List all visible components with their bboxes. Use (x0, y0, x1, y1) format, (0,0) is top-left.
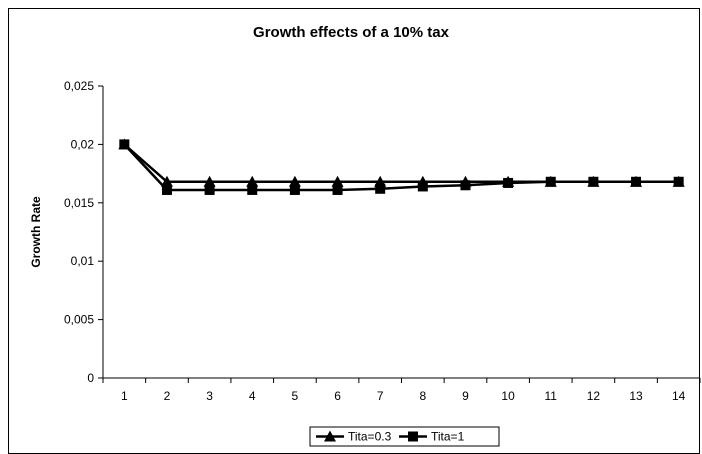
triangle-marker (203, 175, 216, 187)
x-tick-label: 2 (164, 389, 171, 403)
square-marker (375, 183, 386, 194)
square-marker (503, 177, 514, 188)
y-tick-label: 0,025 (64, 79, 94, 93)
square-marker (545, 176, 556, 187)
square-marker (289, 184, 300, 195)
triangle-marker (160, 175, 173, 187)
chart-title: Growth effects of a 10% tax (253, 24, 449, 41)
legend-label: Tita=0.3 (348, 430, 392, 444)
series-line (123, 143, 679, 184)
square-marker (673, 176, 684, 187)
square-marker (204, 184, 215, 195)
legend: Tita=0.3 Tita=1 (309, 426, 500, 447)
series-layer (118, 138, 685, 195)
y-tick-label: 0 (87, 371, 94, 385)
square-marker (417, 181, 428, 192)
triangle-marker (288, 175, 301, 187)
x-tick-label: 9 (462, 389, 469, 403)
square-marker (460, 180, 471, 191)
triangle-marker (331, 175, 344, 187)
x-tick-label: 6 (334, 389, 341, 403)
triangle-marker (246, 175, 259, 187)
series-line (123, 143, 679, 192)
y-tick-label: 0,02 (71, 137, 95, 151)
square-marker (119, 139, 130, 150)
x-tick-label: 10 (501, 389, 515, 403)
x-tick-label: 8 (419, 389, 426, 403)
legend-label: Tita=1 (431, 430, 465, 444)
x-tick-label: 3 (206, 389, 213, 403)
x-tick-label: 7 (377, 389, 384, 403)
x-tick-label: 12 (587, 389, 601, 403)
legend-item-2: Tita=1 (399, 430, 465, 444)
x-tick-label: 14 (672, 389, 686, 403)
square-marker (161, 184, 172, 195)
square-marker (588, 176, 599, 187)
x-tick-label: 5 (292, 389, 299, 403)
y-tick-label: 0,005 (64, 313, 94, 327)
y-tick-label: 0,015 (64, 196, 94, 210)
square-marker (631, 176, 642, 187)
x-tick-label: 13 (629, 389, 643, 403)
square-marker (408, 431, 418, 442)
square-marker (332, 184, 343, 195)
square-marker (247, 184, 258, 195)
y-tick-label: 0,01 (71, 254, 95, 268)
x-tick-label: 4 (249, 389, 256, 403)
series-2 (119, 139, 684, 195)
triangle-marker (324, 430, 336, 442)
legend-item-1: Tita=0.3 (316, 430, 392, 444)
series-1 (118, 138, 685, 187)
x-tick-label: 1 (121, 389, 128, 403)
x-tick-label: 11 (545, 389, 558, 403)
